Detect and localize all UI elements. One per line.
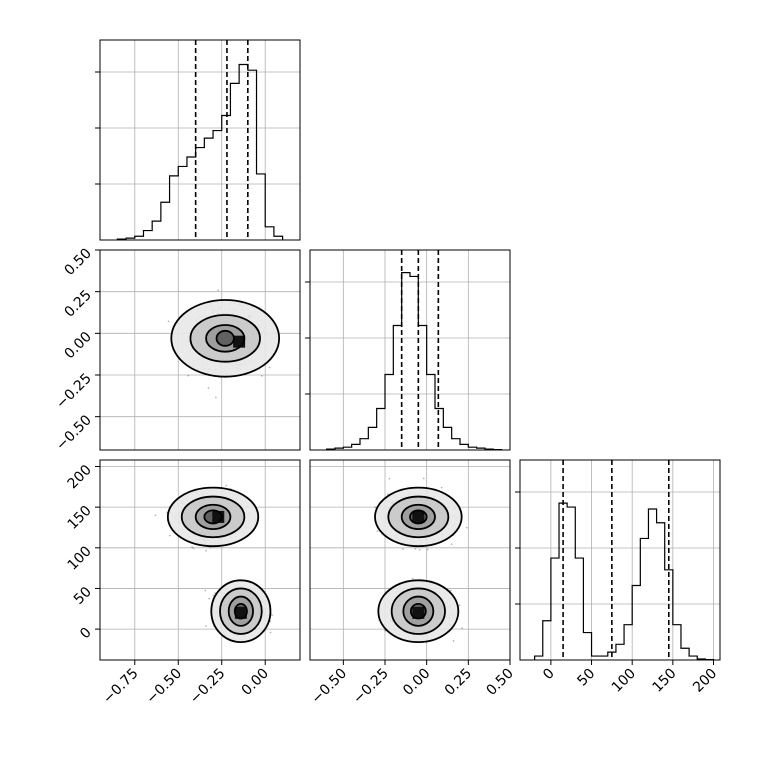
y-tick-label: 200 [65, 462, 95, 492]
scatter-point [204, 589, 207, 592]
panel-content [100, 460, 300, 660]
scatter-point [214, 396, 217, 399]
histogram-step-0 [116, 63, 284, 240]
x-tick-label: 0.50 [483, 666, 516, 699]
panel-frame [309, 249, 511, 451]
scatter-point [426, 548, 429, 551]
panel-frame [309, 459, 511, 661]
scatter-point [187, 374, 190, 377]
contour-line [189, 314, 261, 363]
scatter-point [458, 604, 461, 607]
contour-line [180, 495, 246, 539]
contour-line [390, 587, 446, 635]
contour-line [400, 503, 436, 531]
x-tick-label: −0.25 [350, 666, 392, 708]
panel-frame [99, 39, 301, 241]
scatter-point [209, 546, 212, 549]
scatter-point [449, 589, 452, 592]
panel-content [310, 460, 510, 660]
x-tick-label: 0.00 [400, 666, 433, 699]
x-tick-label: 0 [540, 666, 558, 684]
contour-line [227, 595, 254, 627]
scatter-point [269, 631, 272, 634]
scatter-point [271, 614, 273, 617]
x-tick-label: 200 [690, 666, 720, 696]
x-tick-label: −0.75 [100, 666, 142, 708]
contour-line [409, 509, 428, 525]
x-tick-label: −0.50 [143, 666, 185, 708]
scatter-point [167, 320, 170, 323]
contour-line [215, 329, 235, 347]
y-tick-label: 50 [71, 584, 95, 608]
y-tick-label: 0.25 [61, 287, 94, 320]
scatter-point [388, 477, 391, 480]
scatter-point [205, 625, 207, 627]
panel-frame [519, 459, 721, 661]
histogram-step-1 [326, 272, 503, 451]
y-tick-label: −0.50 [53, 412, 95, 454]
scatter-point [374, 506, 377, 509]
scatter-point [268, 366, 271, 369]
x-tick-label: 0.00 [239, 666, 272, 699]
panel-content [100, 250, 300, 450]
scatter-point [208, 597, 211, 600]
y-tick-label: 0.50 [61, 246, 94, 279]
contour-line [205, 324, 246, 353]
x-tick-label: 0.25 [442, 666, 475, 699]
contour-line [219, 587, 263, 635]
scatter-point [422, 477, 425, 480]
density-peak [412, 606, 425, 619]
contour-line [374, 486, 463, 548]
contour-line [377, 579, 460, 644]
x-tick-label: 50 [574, 666, 598, 690]
scatter-point [154, 514, 157, 517]
scatter-point [207, 387, 210, 389]
scatter-point [225, 484, 228, 487]
contour-line [170, 299, 281, 378]
scatter-point [450, 543, 453, 546]
x-tick-label: 100 [609, 666, 639, 696]
contour-line [402, 595, 435, 627]
contour-line [203, 509, 223, 525]
y-tick-label: 0 [77, 625, 95, 643]
scatter-point [452, 640, 455, 642]
y-tick-label: 100 [65, 543, 95, 573]
scatter-point [205, 549, 207, 552]
density-peak [234, 606, 247, 619]
scatter-point [376, 530, 379, 533]
y-tick-label: −0.25 [53, 371, 95, 413]
scatter-point [191, 546, 194, 549]
scatter-point [387, 493, 389, 496]
scatter-point [168, 534, 171, 537]
contour-line [210, 579, 272, 644]
scatter-point [217, 289, 220, 292]
contour-line [387, 495, 450, 539]
x-tick-label: −0.25 [187, 666, 229, 708]
scatter-point [411, 577, 414, 580]
y-tick-label: 0.00 [61, 329, 94, 362]
x-tick-label: −0.50 [309, 666, 351, 708]
scatter-point [418, 548, 421, 551]
contour-line [233, 603, 248, 620]
scatter-point [440, 486, 443, 489]
density-fill [216, 330, 234, 346]
scatter-point [414, 547, 417, 550]
scatter-point [465, 526, 468, 529]
y-tick-label: 150 [65, 503, 95, 533]
panel-frame [99, 249, 301, 451]
scatter-point [260, 374, 263, 377]
contour-line [166, 486, 260, 548]
contour-line [409, 603, 427, 620]
panel-frame [99, 459, 301, 661]
contour-line [194, 503, 232, 531]
scatter-point [192, 547, 195, 550]
histogram-step-2 [534, 502, 715, 661]
x-tick-label: 150 [649, 666, 679, 696]
density-peak [412, 510, 425, 523]
scatter-point [461, 627, 464, 630]
scatter-point [401, 548, 404, 551]
